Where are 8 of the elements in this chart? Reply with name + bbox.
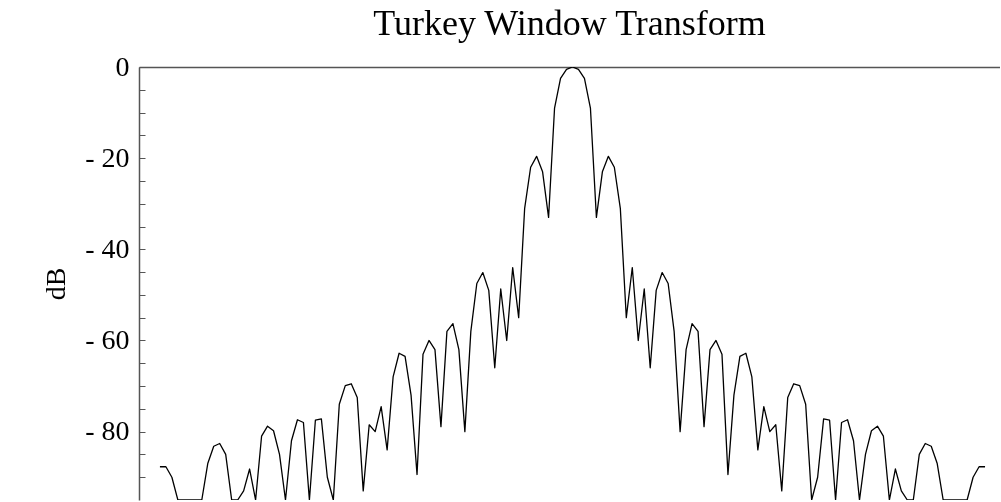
y-tick-label: 0 bbox=[115, 50, 130, 82]
y-tick-label: - 80 bbox=[85, 415, 130, 447]
y-tick-label: - 60 bbox=[85, 323, 130, 355]
y-axis-title: dB bbox=[40, 267, 72, 301]
line-series bbox=[159, 67, 986, 500]
y-tick-label: - 20 bbox=[85, 141, 130, 173]
chart-title: Turkey Window Transform bbox=[373, 3, 766, 43]
y-tick-label: - 40 bbox=[85, 232, 130, 264]
